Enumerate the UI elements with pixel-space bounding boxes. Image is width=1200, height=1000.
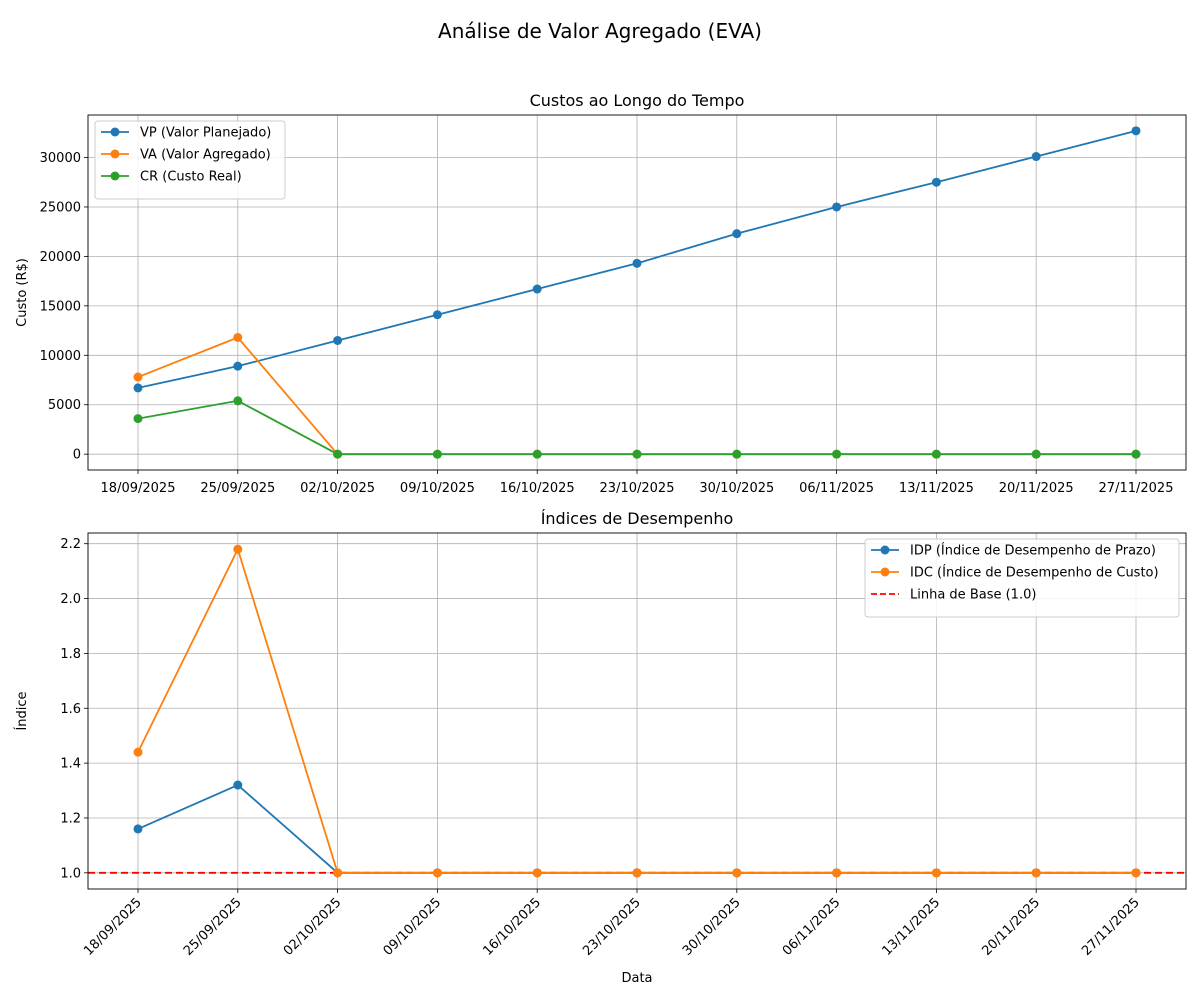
y-tick-label: 1.2 (60, 811, 81, 826)
y-tick-label: 1.8 (60, 647, 81, 662)
legend-label: Linha de Base (1.0) (910, 588, 1036, 603)
y-tick-label: 0 (73, 448, 81, 463)
x-tick-label: 06/11/2025 (799, 481, 874, 496)
data-point (832, 202, 842, 212)
data-point (133, 383, 143, 393)
x-tick-label: 30/10/2025 (699, 481, 774, 496)
data-point (1131, 868, 1141, 878)
data-point (931, 868, 941, 878)
data-point (233, 780, 243, 790)
data-point (333, 335, 343, 345)
y-tick-label: 10000 (40, 349, 81, 364)
data-point (333, 868, 343, 878)
x-tick-label: 18/09/2025 (101, 481, 176, 496)
y-tick-label: 30000 (40, 151, 81, 166)
data-point (832, 868, 842, 878)
y-tick-label: 1.4 (60, 757, 81, 772)
data-point (532, 449, 542, 459)
data-point (532, 868, 542, 878)
data-point (233, 332, 243, 342)
data-point (1131, 449, 1141, 459)
y-axis-label: Índice (14, 691, 30, 730)
data-point (1031, 868, 1041, 878)
data-point (133, 747, 143, 757)
y-tick-label: 1.0 (60, 866, 81, 881)
x-tick-label: 20/11/2025 (999, 481, 1074, 496)
chart-title: Custos ao Longo do Tempo (530, 91, 745, 110)
data-point (1131, 126, 1141, 136)
data-point (233, 361, 243, 371)
x-tick-label: 02/10/2025 (300, 481, 375, 496)
data-point (432, 868, 442, 878)
data-point (133, 414, 143, 424)
data-point (732, 449, 742, 459)
legend-marker (110, 149, 120, 159)
y-tick-label: 25000 (40, 200, 81, 215)
data-point (532, 284, 542, 294)
data-point (333, 449, 343, 459)
x-tick-label: 23/10/2025 (600, 481, 675, 496)
y-axis-label: Custo (R$) (15, 258, 30, 327)
data-point (732, 229, 742, 239)
data-point (1031, 152, 1041, 162)
legend-label: VP (Valor Planejado) (140, 126, 271, 141)
data-point (832, 449, 842, 459)
x-axis-label: Data (621, 971, 652, 986)
x-tick-label: 09/10/2025 (400, 481, 475, 496)
data-point (432, 310, 442, 320)
legend-label: IDC (Índice de Desempenho de Custo) (910, 565, 1159, 581)
axes-frame (87, 114, 1187, 471)
data-point (233, 544, 243, 554)
x-tick-label: 16/10/2025 (500, 481, 575, 496)
data-point (632, 258, 642, 268)
legend: IDP (Índice de Desempenho de Prazo) IDC (… (864, 538, 1180, 618)
costs-chart: 0 5000 10000 15000 20000 25000 30000 18/09/2025… (15, 91, 1187, 496)
data-point (632, 449, 642, 459)
data-point (133, 824, 143, 834)
data-point (133, 372, 143, 382)
legend-marker (880, 567, 890, 577)
legend-marker (880, 545, 890, 555)
data-point (931, 177, 941, 187)
y-tick-label: 2.0 (60, 592, 81, 607)
data-point (233, 396, 243, 406)
legend-box (864, 538, 1180, 618)
y-tick-label: 2.2 (60, 537, 81, 552)
figure-suptitle: Análise de Valor Agregado (EVA) (438, 19, 762, 43)
data-point (732, 868, 742, 878)
y-tick-label: 15000 (40, 299, 81, 314)
legend-label: IDP (Índice de Desempenho de Prazo) (910, 543, 1156, 559)
axes-frame (87, 532, 1187, 890)
legend-label: CR (Custo Real) (140, 170, 242, 185)
y-tick-label: 1.6 (60, 702, 81, 717)
legend-marker (110, 127, 120, 137)
data-point (1031, 449, 1041, 459)
legend-marker (110, 171, 120, 181)
x-tick-label: 13/11/2025 (899, 481, 974, 496)
x-tick-label: 27/11/2025 (1099, 481, 1174, 496)
y-tick-label: 5000 (48, 398, 81, 413)
data-point (931, 449, 941, 459)
data-point (632, 868, 642, 878)
y-tick-label: 20000 (40, 250, 81, 265)
x-tick-label: 25/09/2025 (200, 481, 275, 496)
legend: VP (Valor Planejado) VA (Valor Agregado) C… (94, 120, 286, 200)
data-point (432, 449, 442, 459)
chart-title: Índices de Desempenho (541, 509, 734, 528)
legend-label: VA (Valor Agregado) (140, 148, 271, 163)
legend-box (94, 120, 286, 200)
